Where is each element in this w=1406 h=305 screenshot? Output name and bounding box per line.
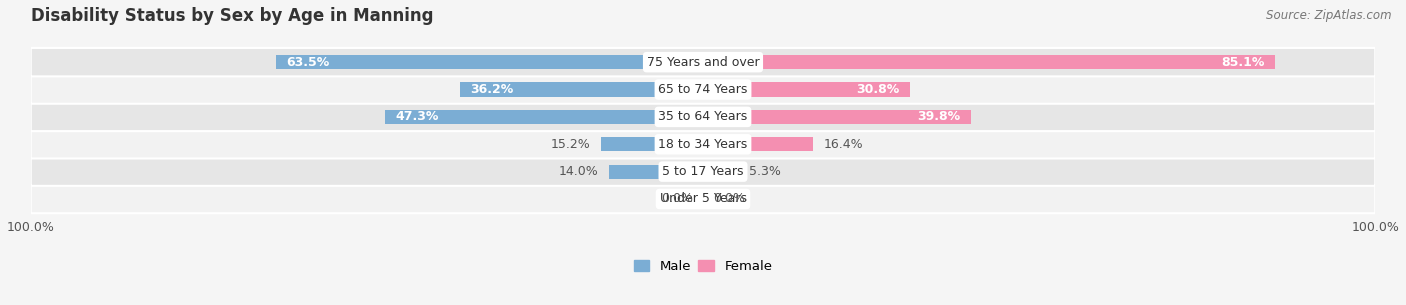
Bar xyxy=(276,55,703,69)
Text: 0.0%: 0.0% xyxy=(661,192,693,206)
Text: 14.0%: 14.0% xyxy=(560,165,599,178)
Bar xyxy=(609,164,703,179)
Text: 47.3%: 47.3% xyxy=(395,110,439,124)
Text: 63.5%: 63.5% xyxy=(287,56,329,69)
Text: 5.3%: 5.3% xyxy=(749,165,780,178)
Text: 35 to 64 Years: 35 to 64 Years xyxy=(658,110,748,124)
FancyBboxPatch shape xyxy=(31,48,1375,76)
Bar xyxy=(385,110,703,124)
Text: 85.1%: 85.1% xyxy=(1222,56,1265,69)
Bar xyxy=(703,137,813,151)
Text: Disability Status by Sex by Age in Manning: Disability Status by Sex by Age in Manni… xyxy=(31,7,433,25)
Bar xyxy=(703,55,1275,69)
FancyBboxPatch shape xyxy=(31,130,1375,159)
Text: 15.2%: 15.2% xyxy=(551,138,591,151)
Text: 5 to 17 Years: 5 to 17 Years xyxy=(662,165,744,178)
Bar xyxy=(703,82,910,97)
FancyBboxPatch shape xyxy=(31,157,1375,186)
Text: 30.8%: 30.8% xyxy=(856,83,900,96)
Bar xyxy=(703,164,738,179)
Text: 75 Years and over: 75 Years and over xyxy=(647,56,759,69)
Legend: Male, Female: Male, Female xyxy=(628,255,778,278)
Bar xyxy=(460,82,703,97)
FancyBboxPatch shape xyxy=(31,75,1375,104)
Text: 65 to 74 Years: 65 to 74 Years xyxy=(658,83,748,96)
Bar xyxy=(703,110,970,124)
FancyBboxPatch shape xyxy=(31,185,1375,213)
Text: 16.4%: 16.4% xyxy=(824,138,863,151)
FancyBboxPatch shape xyxy=(31,103,1375,131)
Text: 39.8%: 39.8% xyxy=(917,110,960,124)
Text: Source: ZipAtlas.com: Source: ZipAtlas.com xyxy=(1267,9,1392,22)
Text: 36.2%: 36.2% xyxy=(470,83,513,96)
Bar xyxy=(600,137,703,151)
Text: 18 to 34 Years: 18 to 34 Years xyxy=(658,138,748,151)
Text: Under 5 Years: Under 5 Years xyxy=(659,192,747,206)
Text: 0.0%: 0.0% xyxy=(713,192,745,206)
